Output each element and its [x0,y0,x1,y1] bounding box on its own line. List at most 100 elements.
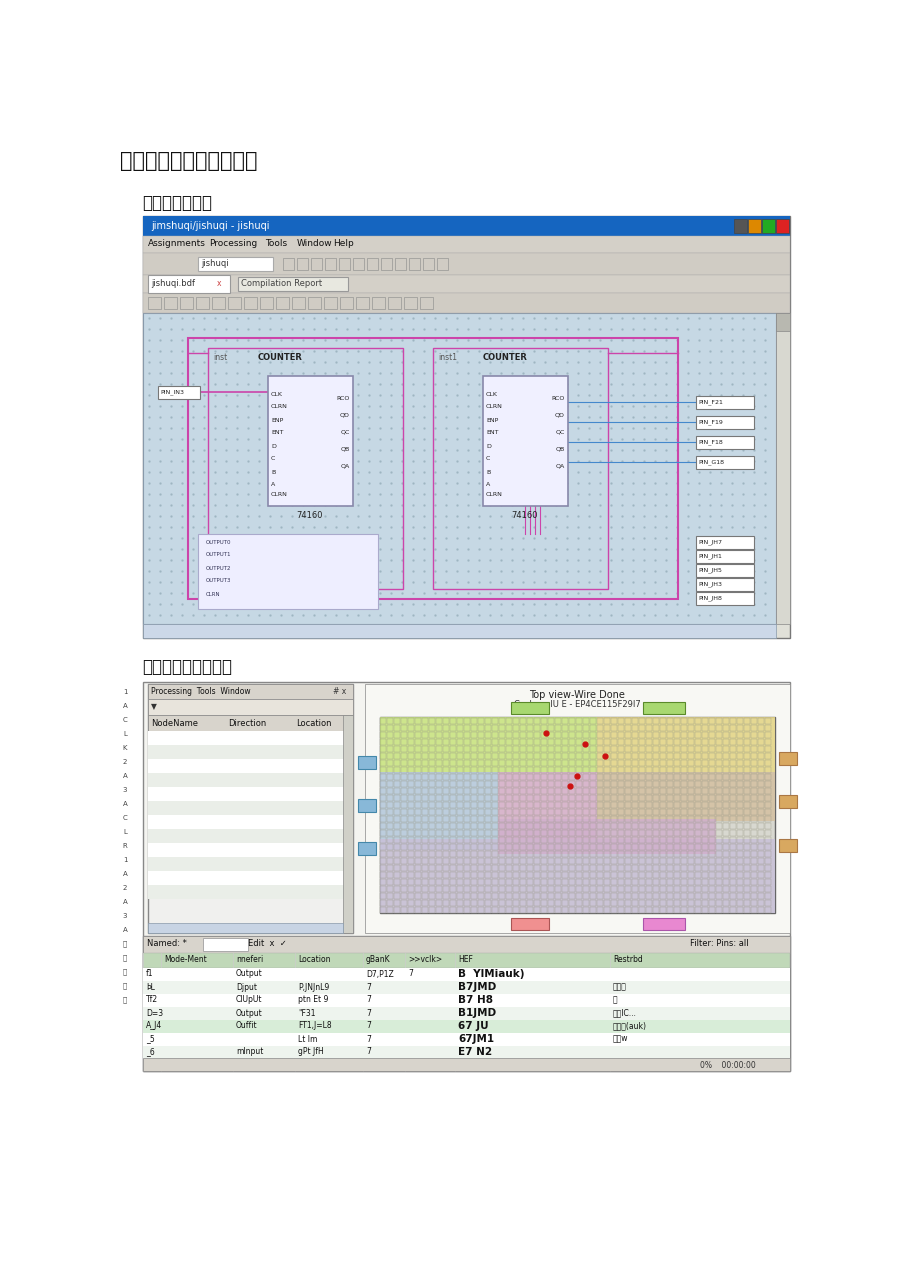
Bar [632,815,638,822]
Bar [695,872,701,878]
Bar [583,781,589,786]
Bar [646,851,652,856]
Bar [751,900,756,906]
Bar [408,837,414,842]
Point [328,352,343,373]
Point [405,385,420,406]
Point [372,528,387,549]
Bar [450,795,456,800]
Point [175,417,189,438]
Bar [387,872,393,878]
Text: 7: 7 [366,1048,370,1057]
Point [219,362,233,383]
Text: 受到IC...: 受到IC... [612,1008,636,1017]
Bar [569,900,575,906]
Text: Processing  Tools  Window: Processing Tools Window [151,686,250,695]
Point [625,462,640,482]
Text: Direction: Direction [228,718,266,727]
Point [757,385,772,406]
Bar [485,865,491,870]
Bar [569,767,575,772]
Bar [583,801,589,808]
Point [164,484,178,504]
Bar [506,795,512,800]
Point [494,450,508,471]
Point [658,429,673,449]
Bar [667,886,673,892]
Bar [674,900,680,906]
Point [625,341,640,361]
Bar [401,829,407,836]
Bar [660,731,665,738]
Bar [506,872,512,878]
Point [317,550,332,570]
Bar [562,731,568,738]
Bar [429,731,435,738]
Point [361,341,376,361]
Point [526,528,540,549]
Bar [722,815,729,822]
Point [361,484,376,504]
Bar [618,745,624,752]
Point [746,560,761,581]
Point [713,583,728,604]
Point [295,407,310,427]
Bar [639,843,645,850]
Bar [492,759,498,766]
Bar [485,781,491,786]
Bar [709,753,715,758]
Bar [520,731,526,738]
Text: C: C [485,457,490,462]
Point [339,495,354,516]
Bar [569,781,575,786]
Bar [730,815,736,822]
Bar [478,843,484,850]
Point [658,528,673,549]
Bar [436,857,442,864]
Point [164,341,178,361]
Point [372,374,387,394]
Point [581,473,596,494]
Point [361,319,376,339]
Bar [652,753,659,758]
Bar [499,781,505,786]
Point [526,319,540,339]
Point [746,417,761,438]
Bar [632,759,638,766]
Bar [743,837,750,842]
Point [339,341,354,361]
Bar [548,809,554,814]
Point [197,429,211,449]
Point [350,440,365,461]
Bar [457,815,463,822]
Point [735,505,750,526]
Point [208,440,222,461]
Point [186,505,200,526]
Point [702,495,717,516]
Bar [527,872,533,878]
Bar [757,892,764,898]
Point [691,517,706,537]
Bar [590,801,596,808]
Point [526,374,540,394]
Point [482,583,497,604]
Point [647,407,662,427]
Bar [569,823,575,828]
Point [515,396,529,416]
Point [471,440,486,461]
Point [405,374,420,394]
Point [262,362,277,383]
Bar [534,809,540,814]
Bar [660,906,665,912]
Bar [639,731,645,738]
Point [295,550,310,570]
Point [515,450,529,471]
Bar [499,725,505,730]
Bar [765,767,771,772]
Point [284,583,299,604]
Bar [730,843,736,850]
Point [372,440,387,461]
Bar [618,837,624,842]
Point [295,473,310,494]
Bar [562,906,568,912]
